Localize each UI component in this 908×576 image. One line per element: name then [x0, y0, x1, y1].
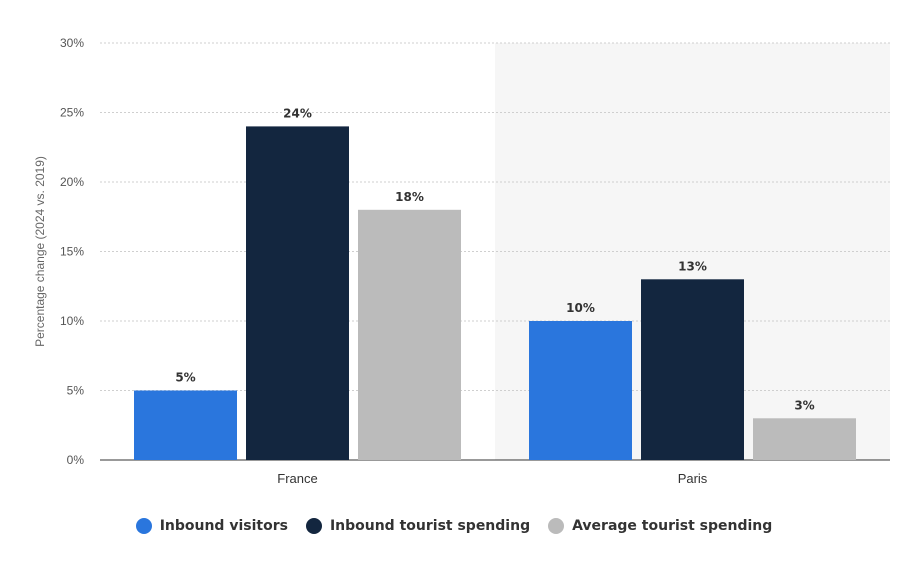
legend-item-average-tourist-spending[interactable]: Average tourist spending	[548, 518, 772, 534]
legend-item-inbound-visitors[interactable]: Inbound visitors	[135, 518, 288, 534]
y-tick-label-10: 10%	[60, 314, 84, 328]
y-tick-label-20: 20%	[60, 175, 84, 189]
bar-chart: 0% 5% 10% 15% 20% 25% 30% Percentage change (20…	[33, 36, 890, 486]
legend-label-average-tourist-spending: Average tourist spending	[572, 518, 773, 534]
y-tick-label-15: 15%	[60, 245, 84, 259]
legend: Inbound visitors Inbound tourist spendin…	[0, 518, 908, 534]
y-tick-label-25: 25%	[60, 106, 84, 120]
data-label-france-inbound-visitors: 5%	[175, 371, 195, 385]
y-axis-title: Percentage change (2024 vs. 2019)	[33, 156, 47, 347]
x-tick-label-france: France	[277, 471, 317, 486]
data-label-france-average-tourist-spending: 18%	[395, 190, 424, 204]
bar-france-inbound-tourist-spending[interactable]	[246, 126, 349, 461]
x-tick-label-paris: Paris	[678, 471, 708, 486]
legend-marker-inbound-visitors	[135, 518, 152, 534]
y-tick-label-30: 30%	[60, 36, 84, 50]
y-tick-label-5: 5%	[67, 384, 85, 398]
legend-label-inbound-tourist-spending: Inbound tourist spending	[329, 518, 531, 534]
y-tick-label-0: 0%	[67, 453, 85, 467]
bar-paris-average-tourist-spending[interactable]	[753, 418, 856, 460]
bar-paris-inbound-visitors[interactable]	[529, 321, 632, 460]
data-label-paris-inbound-visitors: 10%	[566, 301, 595, 315]
data-label-paris-average-tourist-spending: 3%	[794, 398, 814, 412]
bar-france-average-tourist-spending[interactable]	[358, 209, 461, 460]
legend-marker-average-tourist-spending	[548, 518, 565, 534]
legend-label-inbound-visitors: Inbound visitors	[159, 518, 288, 534]
data-label-paris-inbound-tourist-spending: 13%	[678, 259, 707, 273]
bar-france-inbound-visitors[interactable]	[134, 390, 237, 461]
legend-marker-inbound-tourist-spending	[305, 518, 322, 534]
legend-item-inbound-tourist-spending[interactable]: Inbound tourist spending	[305, 518, 531, 534]
data-label-france-inbound-tourist-spending: 24%	[283, 106, 312, 120]
bar-paris-inbound-tourist-spending[interactable]	[641, 279, 744, 460]
